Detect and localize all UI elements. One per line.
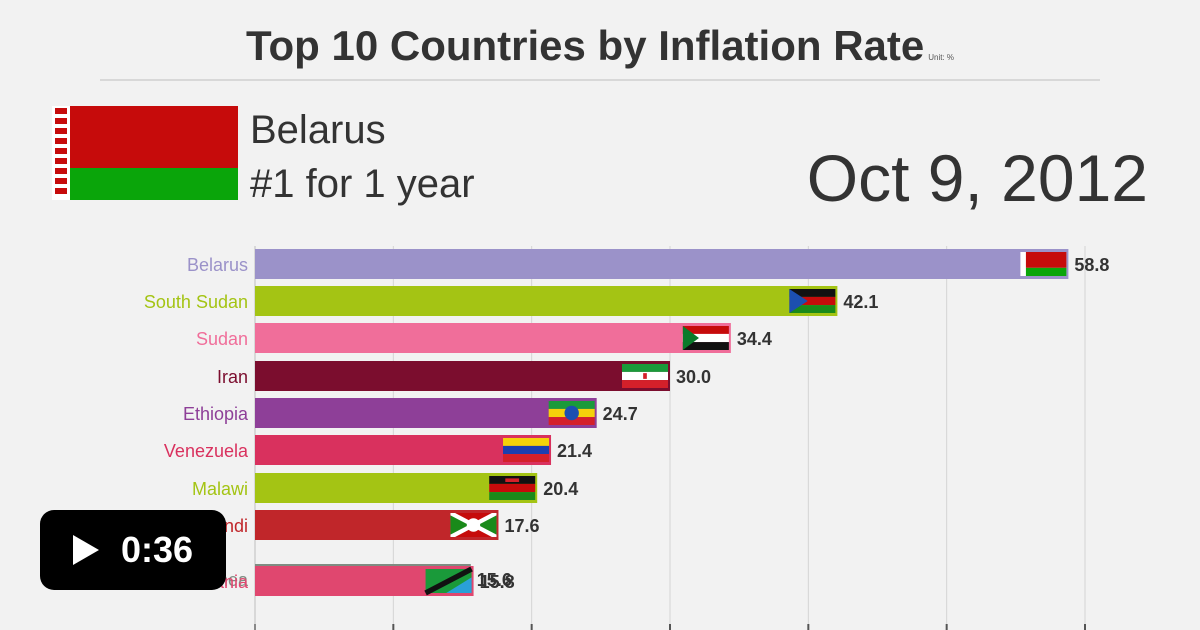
current-date: Oct 9, 2012: [806, 141, 1148, 215]
category-label: Ethiopia: [183, 404, 249, 424]
value-label: 15.8: [480, 572, 515, 592]
flag-venezuela-icon: [503, 438, 550, 462]
flag-part: [682, 333, 729, 343]
flag-part: [548, 401, 595, 409]
flag-part: [682, 326, 699, 350]
leader-name: Belarus: [250, 108, 386, 152]
flag-part: [478, 515, 497, 535]
flag-part: [450, 515, 469, 535]
flag-part: [682, 342, 729, 350]
category-label: Iran: [217, 367, 248, 387]
flag-burundi-icon: [450, 513, 497, 537]
flag-part: [489, 483, 536, 493]
unit-label: Unit: %: [928, 53, 955, 62]
flag-part: [505, 478, 520, 482]
flag-ethiopia-icon: [548, 401, 595, 425]
category-label: Sudan: [196, 329, 248, 349]
flag-part: [564, 405, 579, 421]
chart-title: Top 10 Countries by Inflation Rate Unit: …: [0, 22, 1200, 70]
flag-part: [789, 296, 836, 306]
value-label: 15.6: [477, 570, 512, 590]
flag-malawi-icon: [489, 476, 536, 500]
flag-part: [489, 492, 536, 500]
value-label: 20.4: [543, 479, 578, 499]
title-divider: [100, 79, 1100, 81]
flag-part: [789, 289, 808, 313]
bar-group: Sudan 34.4: [196, 323, 772, 353]
bar-group: Malawi 20.4: [192, 473, 578, 503]
bar-group: Ethiopia 24.7: [183, 398, 638, 428]
bar-group: South Sudan 42.1: [144, 286, 878, 316]
value-label: 21.4: [557, 441, 592, 461]
bar: [255, 323, 731, 353]
flag-part: [789, 289, 836, 297]
flag-part: [466, 518, 481, 532]
leader-flag-belarus-icon: [52, 106, 238, 200]
flag-part: [622, 380, 668, 388]
flag-part: [424, 566, 473, 596]
value-label: 42.1: [843, 292, 878, 312]
flag-part: [503, 438, 550, 446]
flag-south-sudan-icon: [789, 289, 836, 313]
video-duration: 0:36: [120, 529, 194, 570]
flag-part: [682, 326, 729, 334]
category-label: Venezuela: [164, 441, 249, 461]
bar-group: Burundi17.6: [186, 510, 540, 540]
flag-part: [548, 417, 595, 425]
bar: [255, 361, 670, 391]
bar: [255, 435, 552, 465]
flag-part: [1025, 267, 1067, 276]
bar-chart: Belarus 58.8 South Sudan 42.1 Sudan 34.4 Iran 3…: [144, 246, 1109, 630]
bar: [255, 249, 1069, 279]
leader-streak: #1 for 1 year: [250, 162, 475, 206]
flag-part: [455, 513, 492, 523]
flag-part: [503, 454, 550, 462]
flag-part: [503, 445, 550, 455]
flag-iran-icon: [622, 364, 668, 388]
category-label: Malawi: [192, 479, 248, 499]
bar-group: Venezuela 21.4: [164, 435, 592, 465]
category-label: South Sudan: [144, 292, 248, 312]
flag-part: [643, 373, 647, 379]
flag-part: [789, 305, 836, 313]
value-label: 30.0: [676, 367, 711, 387]
flag-part: [1025, 252, 1067, 268]
value-label: 17.6: [504, 516, 539, 536]
value-label: 34.4: [737, 329, 772, 349]
flag-belarus-icon: [1020, 252, 1067, 276]
flag-part: [622, 364, 668, 372]
play-icon: [72, 535, 99, 565]
bar: [255, 286, 838, 316]
bar-group: Belarus 58.8: [187, 249, 1109, 279]
bar: [255, 398, 597, 428]
chart-title-text: Top 10 Countries by Inflation Rate: [245, 22, 925, 69]
value-label: 24.7: [603, 404, 638, 424]
flag-tanzania-icon: [424, 566, 473, 596]
value-label: 58.8: [1074, 255, 1109, 275]
flag-sudan-icon: [682, 326, 729, 350]
flag-part: [455, 527, 492, 537]
bar-group: Iran 30.0: [217, 361, 711, 391]
video-play-button[interactable]: 0:36: [40, 510, 226, 590]
category-label: Belarus: [187, 255, 248, 275]
